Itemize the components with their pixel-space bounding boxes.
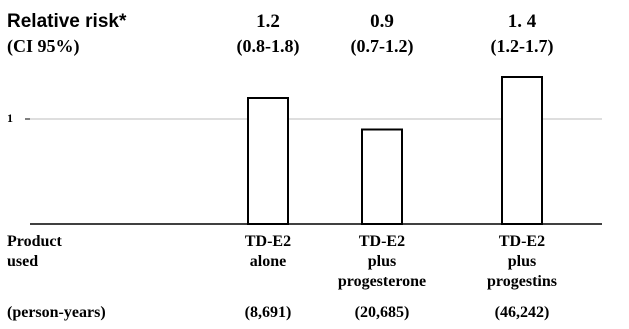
- ci-value-3: (1.2-1.7): [490, 36, 554, 56]
- relative-risk-label: Relative risk*: [7, 11, 127, 32]
- person-years-value-2: (20,685): [354, 304, 410, 321]
- category-1-line-1: TD-E2: [244, 233, 292, 250]
- person-years-value-1: (8,691): [244, 304, 292, 321]
- category-1-line-2: alone: [249, 253, 287, 270]
- ci-value-1: (0.8-1.8): [236, 36, 300, 56]
- category-2-line-2: plus: [367, 253, 397, 270]
- category-3-line-3: progestins: [487, 273, 557, 290]
- product-label-line-2: used: [7, 253, 39, 270]
- product-label-line-1: Product: [7, 233, 62, 250]
- relative-risk-value-3: 1. 4: [507, 11, 537, 32]
- person-years-value-3: (46,242): [494, 304, 550, 321]
- ci-label: (CI 95%): [7, 36, 80, 56]
- reference-tick-label: 1: [7, 111, 13, 125]
- category-2-line-1: TD-E2: [358, 233, 406, 250]
- person-years-label: (person-years): [7, 304, 106, 321]
- ci-value-2: (0.7-1.2): [350, 36, 414, 56]
- category-3-line-1: TD-E2: [498, 233, 546, 250]
- relative-risk-value-1: 1.2: [256, 11, 280, 32]
- bar-2: [361, 128, 403, 225]
- category-2-line-3: progesterone: [337, 273, 427, 290]
- category-3-line-2: plus: [507, 253, 537, 270]
- bar-3: [501, 76, 543, 225]
- bar-1: [247, 97, 289, 225]
- relative-risk-value-2: 0.9: [370, 11, 394, 32]
